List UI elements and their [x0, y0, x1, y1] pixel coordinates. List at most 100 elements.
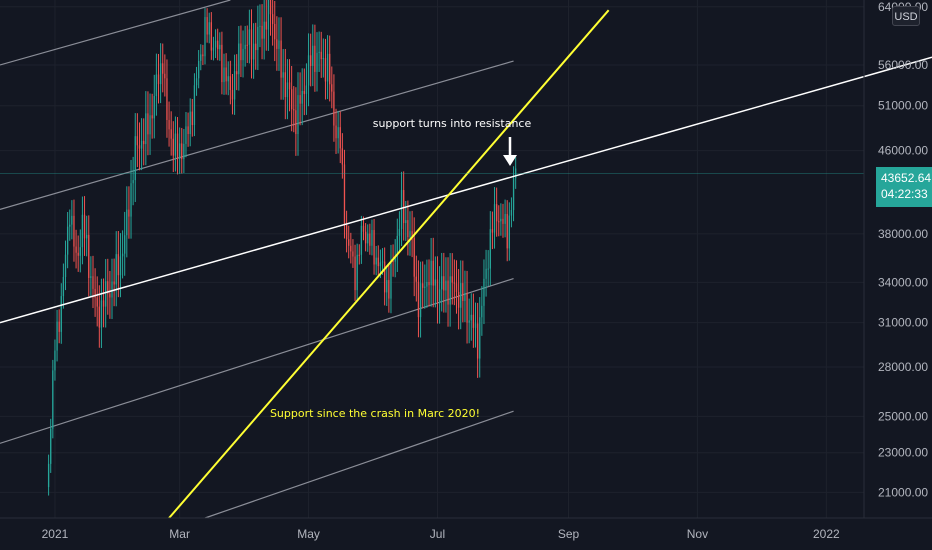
- candle-body: [153, 96, 155, 119]
- candle-body: [451, 276, 453, 283]
- candle-body: [381, 261, 384, 263]
- candle-body: [109, 293, 111, 298]
- candle-body: [193, 85, 196, 125]
- candle-body: [301, 90, 303, 104]
- candle-body: [64, 254, 67, 278]
- candle-body: [472, 314, 475, 328]
- candle-body: [495, 204, 498, 222]
- candle-body: [411, 231, 413, 238]
- candle-body: [424, 286, 426, 288]
- candle-body: [276, 39, 278, 49]
- candle-body: [271, 14, 274, 24]
- candle-body: [432, 260, 434, 286]
- candle-body: [434, 279, 437, 286]
- candle-body: [231, 89, 234, 100]
- candle-body: [206, 17, 208, 35]
- last-price-value: 43652.64: [881, 171, 932, 185]
- candle-body: [305, 85, 308, 94]
- candle-body: [293, 109, 295, 111]
- candle-body: [502, 218, 504, 224]
- candle-body: [512, 178, 515, 211]
- candle-body: [69, 224, 71, 227]
- candle-body: [447, 280, 449, 305]
- candle-body: [151, 115, 153, 119]
- candle-body: [286, 82, 289, 98]
- candle-body: [105, 281, 107, 307]
- candle-body: [189, 111, 191, 135]
- candle-body: [248, 29, 251, 45]
- candle-body: [113, 281, 115, 285]
- candle-body: [77, 252, 79, 256]
- candle-body: [140, 140, 143, 149]
- candle-body: [221, 44, 223, 83]
- candle-body: [81, 214, 84, 248]
- candle-body: [335, 125, 337, 139]
- candle-body: [90, 276, 92, 278]
- candle-body: [261, 25, 263, 39]
- candle-body: [263, 21, 265, 39]
- candle-body: [348, 239, 350, 246]
- candle-body: [174, 133, 177, 156]
- candle-body: [198, 60, 200, 79]
- candle-body: [441, 276, 443, 290]
- candle-body: [510, 210, 513, 216]
- support-line: [168, 9, 610, 519]
- candle-body: [208, 22, 210, 35]
- candle-body: [356, 254, 358, 291]
- candle-body: [128, 209, 130, 217]
- candle-body: [159, 63, 162, 85]
- candle-body: [290, 89, 293, 110]
- candle-body: [422, 283, 424, 288]
- candle-body: [204, 17, 206, 57]
- channel-lines: [0, 0, 514, 519]
- y-tick-label: 38000.00: [878, 227, 928, 241]
- price-axis[interactable]: 64000.0056000.0051000.0046000.0038000.00…: [878, 0, 928, 499]
- candle-body: [214, 40, 217, 48]
- candle-body: [506, 213, 508, 249]
- candle-body: [185, 126, 187, 144]
- candle-body: [181, 143, 183, 160]
- candle-body: [124, 235, 126, 254]
- currency-button[interactable]: USD: [892, 6, 920, 26]
- candle-body: [455, 283, 458, 292]
- candle-body: [265, 21, 267, 30]
- trend-line: [0, 56, 932, 324]
- candle-body: [310, 55, 312, 66]
- candle-body: [324, 58, 327, 82]
- candle-body: [223, 67, 225, 83]
- time-axis[interactable]: 2021 Mar May Jul Sep Nov 2022: [42, 527, 840, 541]
- candle-body: [115, 254, 117, 285]
- candle-body: [470, 314, 472, 321]
- y-tick-label: 25000.00: [878, 409, 928, 423]
- candle-body: [60, 296, 62, 332]
- candle-body: [73, 215, 75, 247]
- candle-body: [168, 120, 170, 130]
- candle-body: [360, 225, 363, 255]
- candle-body: [445, 280, 447, 291]
- candle-body: [339, 127, 341, 149]
- candle-body: [379, 262, 382, 267]
- candle-body: [102, 300, 105, 307]
- candle-body: [457, 291, 460, 308]
- candle-body: [172, 138, 174, 156]
- candle-body: [295, 110, 297, 135]
- candle-body: [166, 78, 168, 121]
- candle-body: [438, 289, 441, 302]
- candle-body: [485, 268, 487, 279]
- candle-body: [257, 26, 259, 51]
- candle-body: [96, 297, 98, 307]
- y-tick-label: 46000.00: [878, 144, 928, 158]
- candle-body: [487, 268, 489, 270]
- candle-body: [149, 115, 151, 135]
- candle-body: [430, 260, 432, 286]
- candle-body: [56, 321, 58, 351]
- candle-body: [138, 145, 141, 149]
- candle-body: [500, 218, 502, 222]
- annotations: support turns into resistance Support si…: [270, 117, 532, 420]
- candle-body: [155, 74, 158, 97]
- candle-body: [183, 143, 185, 160]
- candle-body: [267, 0, 270, 30]
- candle-body: [333, 91, 335, 126]
- candle-body: [367, 233, 369, 244]
